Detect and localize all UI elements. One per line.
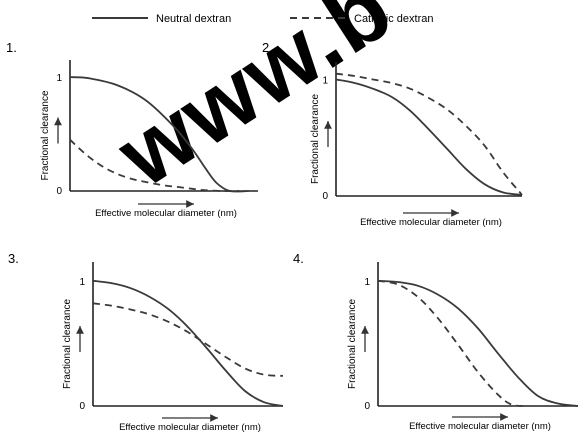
cationic-dextran-line	[377, 279, 529, 407]
cationic-dextran-line	[69, 139, 240, 192]
legend-label-cationic: Cationic dextran	[354, 13, 434, 25]
panel-number: 2.	[262, 40, 273, 55]
y-tick-label: 0	[79, 401, 85, 412]
y-tick-label: 1	[79, 277, 85, 288]
y-axis-label: Fractional clearance	[310, 94, 321, 184]
panel-3: 3. 1 0 Fractional clearance Effective molecu…	[8, 251, 284, 433]
cationic-dextran-line	[335, 72, 523, 196]
legend-label-neutral: Neutral dextran	[156, 13, 231, 25]
panel-1: 1. 1 0 Fractional clearance Effective molecu…	[6, 40, 258, 219]
y-tick-label: 0	[364, 401, 370, 412]
neutral-dextran-line	[69, 76, 249, 193]
x-axis-label: Effective molecular diameter (nm)	[409, 421, 551, 432]
neutral-dextran-line	[92, 279, 284, 407]
y-axis-label: Fractional clearance	[40, 90, 51, 180]
panel-number: 4.	[293, 251, 304, 266]
cationic-dextran-line	[92, 302, 284, 377]
x-axis-label: Effective molecular diameter (nm)	[95, 208, 237, 219]
neutral-dextran-line	[377, 279, 579, 407]
panel-4: 4. 1 0 Fractional clearance Effective molecu…	[293, 251, 579, 432]
y-axis-label: Fractional clearance	[62, 299, 73, 389]
neutral-dextran-line	[335, 78, 523, 196]
y-tick-label: 1	[364, 277, 370, 288]
x-axis-label: Effective molecular diameter (nm)	[119, 422, 261, 433]
panel-number: 3.	[8, 251, 19, 266]
panel-number: 1.	[6, 40, 17, 55]
y-tick-label: 1	[56, 73, 62, 84]
y-tick-label: 0	[322, 191, 328, 202]
y-tick-label: 1	[322, 75, 328, 86]
legend: Neutral dextran Cationic dextran	[92, 13, 434, 25]
y-axis-label: Fractional clearance	[347, 299, 358, 389]
x-axis-label: Effective molecular diameter (nm)	[360, 217, 502, 228]
y-tick-label: 0	[56, 186, 62, 197]
